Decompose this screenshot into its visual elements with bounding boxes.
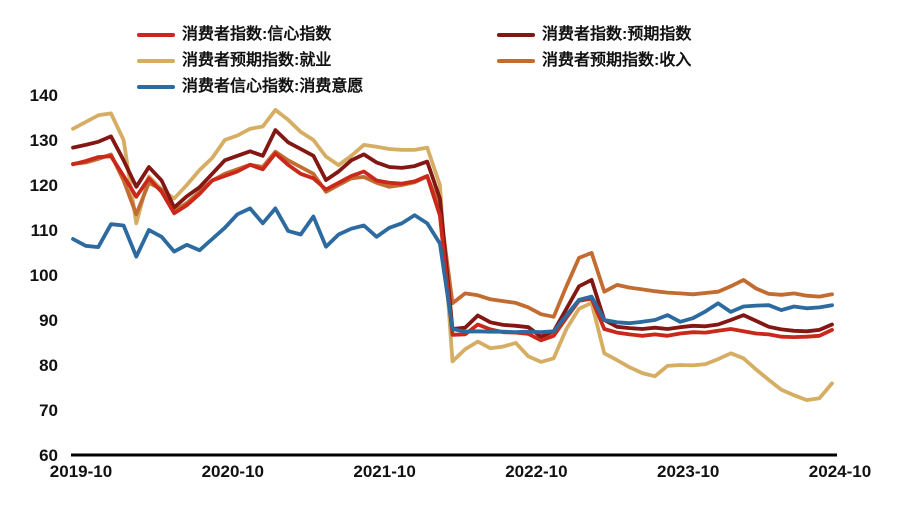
- legend-label: 消费者预期指数:收入: [542, 52, 692, 69]
- legend-label: 消费者预期指数:就业: [182, 52, 332, 69]
- y-axis-tick-label: 90: [39, 311, 58, 330]
- y-axis-tick-label: 80: [39, 356, 58, 375]
- x-axis-tick-label: 2021-10: [353, 462, 415, 481]
- chart-legend: 消费者指数:信心指数 消费者指数:预期指数 消费者预期指数:就业 消费者预期指数…: [137, 22, 691, 100]
- series-line-0: [71, 151, 834, 343]
- legend-item-willingness-to-consume: 消费者信心指数:消费意愿: [137, 74, 497, 100]
- y-axis-tick-label: 120: [30, 176, 58, 195]
- y-axis-tick-label: 110: [31, 221, 58, 240]
- legend-swatch-blue-line-icon: [137, 85, 175, 89]
- series-line-4: [71, 206, 834, 335]
- y-axis-tick-label: 130: [30, 131, 58, 150]
- legend-item-confidence-index: 消费者指数:信心指数: [137, 22, 497, 48]
- x-axis-tick-label: 2023-10: [657, 462, 719, 481]
- series-line-3: [71, 149, 834, 319]
- legend-label: 消费者信心指数:消费意愿: [182, 78, 364, 95]
- series-line-2: [71, 108, 834, 403]
- y-axis-tick-label: 60: [39, 446, 58, 465]
- y-axis-tick-label: 70: [39, 401, 58, 420]
- x-axis-tick-label: 2022-10: [505, 462, 567, 481]
- series-line-1: [71, 128, 834, 339]
- legend-swatch-darkred-line-icon: [497, 33, 535, 37]
- y-axis-tick-label: 140: [30, 86, 58, 105]
- x-axis-tick-label: 2019-10: [50, 462, 112, 481]
- legend-label: 消费者指数:信心指数: [182, 26, 332, 43]
- x-axis-tick-label: 2020-10: [202, 462, 264, 481]
- legend-label: 消费者指数:预期指数: [542, 26, 692, 43]
- legend-swatch-red-line-icon: [137, 33, 175, 37]
- y-axis-tick-label: 100: [30, 266, 58, 285]
- legend-item-employment-expectation: 消费者预期指数:就业: [137, 48, 497, 74]
- legend-item-expectation-index: 消费者指数:预期指数: [497, 22, 691, 48]
- x-axis-tick-label: 2024-10: [809, 462, 871, 481]
- legend-item-income-expectation: 消费者预期指数:收入: [497, 48, 691, 74]
- legend-swatch-tan-line-icon: [137, 59, 175, 63]
- legend-swatch-orange-line-icon: [497, 59, 535, 63]
